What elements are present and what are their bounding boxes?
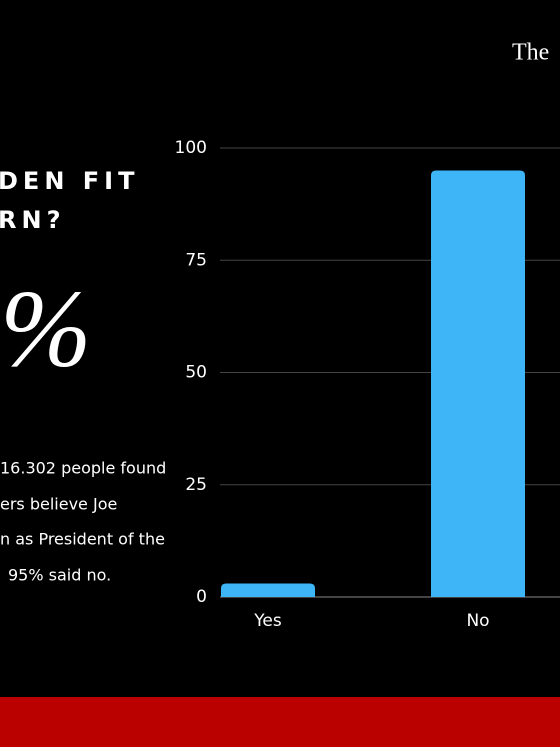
y-tick-label: 25 [185,475,207,495]
x-tick-label: No [466,611,489,631]
bar [431,170,525,597]
bar [221,583,315,597]
headline: RN? [0,206,66,234]
big-stat: % [0,267,92,389]
y-tick-label: 75 [185,250,207,270]
footer-bar [0,697,560,747]
body-text: 95% said no. [8,566,111,585]
body-text: n as President of the [0,530,165,549]
headline: DEN FIT [0,167,139,195]
y-tick-label: 100 [175,138,207,158]
y-tick-label: 50 [185,363,207,383]
body-text: ers believe Joe [0,495,117,514]
body-text: 16.302 people found [0,459,166,478]
brand: The [512,40,549,66]
y-tick-label: 0 [196,587,207,607]
x-tick-label: Yes [253,611,282,631]
